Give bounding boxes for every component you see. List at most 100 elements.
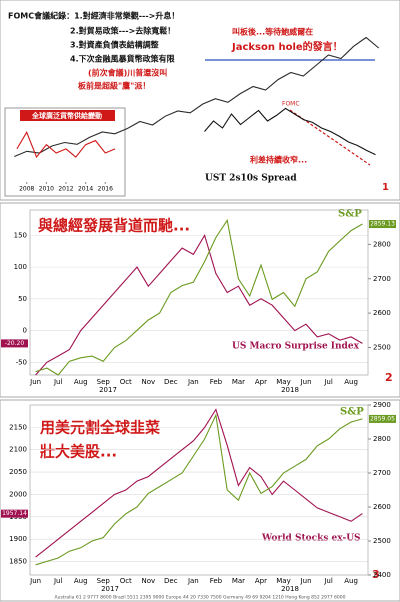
x-tick-label: 2010 [39,186,54,193]
value-tag-label: 1957.14 [2,510,27,517]
legend-label: S&P [340,407,364,418]
series-line [14,36,380,158]
y-tick-label: 2050 [9,468,27,476]
x-tick-label: Jul [323,378,333,386]
x-tick-label: Jun [29,378,41,386]
x-tick-label: Jun [29,577,41,585]
annotation: 4.下次金融風暴貨幣政策有限 [70,54,175,64]
x-tick-label: May [276,577,290,585]
value-tag-label: 2859.13 [370,221,395,228]
series-line [35,413,363,566]
series-line [16,131,116,159]
y-tick-label: 2150 [9,423,27,431]
series-line [35,218,363,376]
y-tick-label: 0 [23,327,27,335]
legend-label: World Stocks ex-US [261,534,361,544]
x-tick-label: Oct [120,577,132,585]
x-tick-label: Jul [53,577,63,585]
inset-title-bg [20,110,115,121]
x-tick-label: Jul [53,378,63,386]
y-tick-label: 1850 [9,558,27,566]
x-tick-label: Aug [344,577,358,585]
y-tick-label: 100 [14,263,27,271]
y2-tick-label: 2800 [373,240,391,248]
y2-tick-label: 2700 [373,275,391,283]
y2-tick-label: 2800 [373,435,391,443]
x-tick-label: Feb [210,577,223,585]
series-line [204,107,376,156]
annotation: 2.對貿易政策--->去除寬鬆！ [70,26,175,36]
annotation: Jackson hole的發言！ [231,40,343,53]
x-tick-label: May [276,378,290,386]
annotation: 叫板後...等待鮑威爾在 [232,27,313,37]
annotation: 利差持續收窄... [249,155,307,165]
annotation: FOMC會議紀錄：1.對經濟非常樂觀--->升息！ [8,11,179,21]
year-label: 2018 [281,386,299,394]
x-tick-label: Aug [344,378,358,386]
legend-label: US Macro Surprise Index [232,342,360,352]
value-tag [369,220,396,229]
legend-label: S&P [338,209,362,220]
x-tick-label: Jun [300,378,312,386]
inset-title: 全球廣泛貨幣供給變動 [31,111,102,120]
plot-frame [29,209,369,376]
x-tick-label: Sep [97,577,111,585]
y-tick-label: -50 [16,358,27,366]
x-tick-label: 2014 [78,186,93,193]
x-tick-label: 2012 [58,186,73,193]
series-line [35,234,363,376]
x-tick-label: Apr [255,378,267,386]
y2-tick-label: 2500 [373,344,391,352]
y2-tick-label: 2600 [373,503,391,511]
value-tag [369,414,396,423]
x-tick-label: Feb [210,378,223,386]
panel-number: 2 [385,371,393,384]
inset-title: UST 2s10s Spread [205,174,297,184]
x-tick-label: Jan [187,378,199,386]
y-tick-label: 1900 [9,535,27,543]
x-tick-label: Mar [232,577,245,585]
chart-title: 與總經發展背道而馳... [38,217,190,235]
x-tick-label: Dec [164,378,178,386]
x-tick-label: Jan [187,577,199,585]
value-tag-label: 2859.05 [370,415,395,422]
y-tick-label: 2100 [9,446,27,454]
x-tick-label: Jun [300,577,312,585]
y2-tick-label: 2400 [373,571,391,579]
x-tick-label: 2008 [19,186,34,193]
x-tick-label: Dec [164,577,178,585]
footer: Australia 61 2 9777 8600 Brazil 5511 239… [55,595,346,601]
annotation: (前次會議)川普還沒叫 [88,68,167,78]
panel-number: 3 [372,568,380,581]
x-tick-label: Jul [323,577,333,585]
y-tick-label: 150 [14,231,27,239]
x-tick-label: Aug [74,577,88,585]
annotation: FOMC [282,101,300,108]
y2-tick-label: 2600 [373,309,391,317]
value-tag-label: -20.20 [5,340,25,347]
annotation: 3.對資產負債表結構調整 [70,40,159,50]
y2-tick-label: 2700 [373,469,391,477]
x-tick-label: Apr [255,577,267,585]
y-tick-label: 2000 [9,490,27,498]
plot-frame [29,404,369,576]
year-label: 2018 [281,585,299,593]
x-tick-label: Mar [232,378,245,386]
panel-number: 1 [382,182,389,193]
annotation: 板前是超級"鷹"派！ [78,81,150,91]
value-tag [1,509,28,518]
x-tick-label: 2016 [98,186,113,193]
year-label: 2017 [99,386,117,394]
y2-tick-label: 2500 [373,537,391,545]
value-tag [1,339,28,348]
x-tick-label: Sep [97,378,111,386]
x-tick-label: Oct [120,378,132,386]
x-tick-label: Nov [141,577,155,585]
chart-subtitle: 壯大美股... [40,443,117,461]
x-tick-label: Aug [74,378,88,386]
series-line [35,408,363,558]
x-tick-label: Nov [141,378,155,386]
y2-tick-label: 2900 [373,401,391,409]
year-label: 2017 [101,585,119,593]
